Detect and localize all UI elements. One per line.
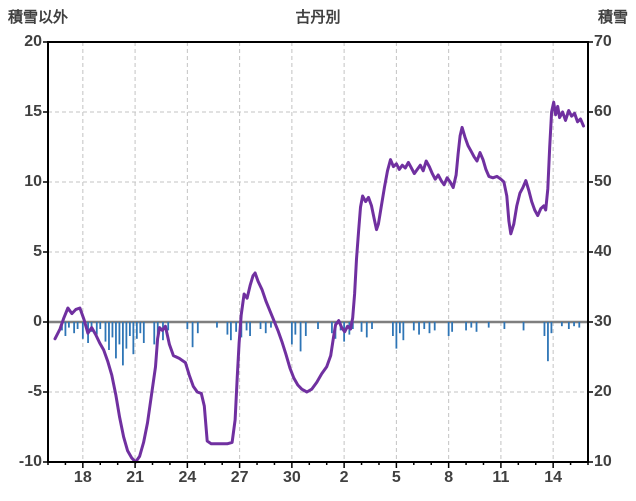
x-axis-tick-label: 8	[444, 469, 454, 486]
x-axis-tick-label: 27	[230, 469, 249, 486]
right-axis-tick-label: 50	[594, 173, 612, 190]
right-axis-tick-label: 70	[594, 33, 612, 50]
left-axis-tick-label: 0	[33, 313, 42, 330]
x-axis-tick-label: 21	[126, 469, 144, 486]
left-axis-title: 積雪以外	[8, 9, 69, 26]
left-axis-tick-label: 5	[33, 243, 42, 260]
left-axis-tick-label: 15	[24, 103, 42, 120]
left-axis-tick-label: 10	[24, 173, 42, 190]
x-axis-tick-label: 5	[391, 469, 401, 486]
x-axis-tick-label: 11	[492, 469, 510, 486]
right-axis-tick-label: 10	[594, 453, 612, 470]
left-axis-tick-label: -5	[27, 383, 42, 400]
chart-title: 古丹別	[295, 9, 341, 26]
x-axis-tick-label: 30	[282, 469, 301, 486]
snow-depth-line	[53, 100, 585, 464]
right-axis-tick-label: 20	[594, 383, 612, 400]
x-axis-tick-label: 14	[544, 469, 563, 486]
right-axis-tick-label: 30	[594, 313, 612, 330]
x-axis-tick-label: 24	[178, 469, 197, 486]
right-axis-tick-label: 60	[594, 103, 612, 120]
x-axis-tick-label: 18	[73, 469, 92, 486]
x-axis-tick-label: 2	[339, 469, 349, 486]
right-axis-tick-label: 40	[594, 243, 612, 260]
left-axis-tick-label: 20	[24, 33, 42, 50]
left-axis-tick-label: -10	[18, 453, 42, 470]
right-axis-title: 積雪	[597, 9, 628, 26]
